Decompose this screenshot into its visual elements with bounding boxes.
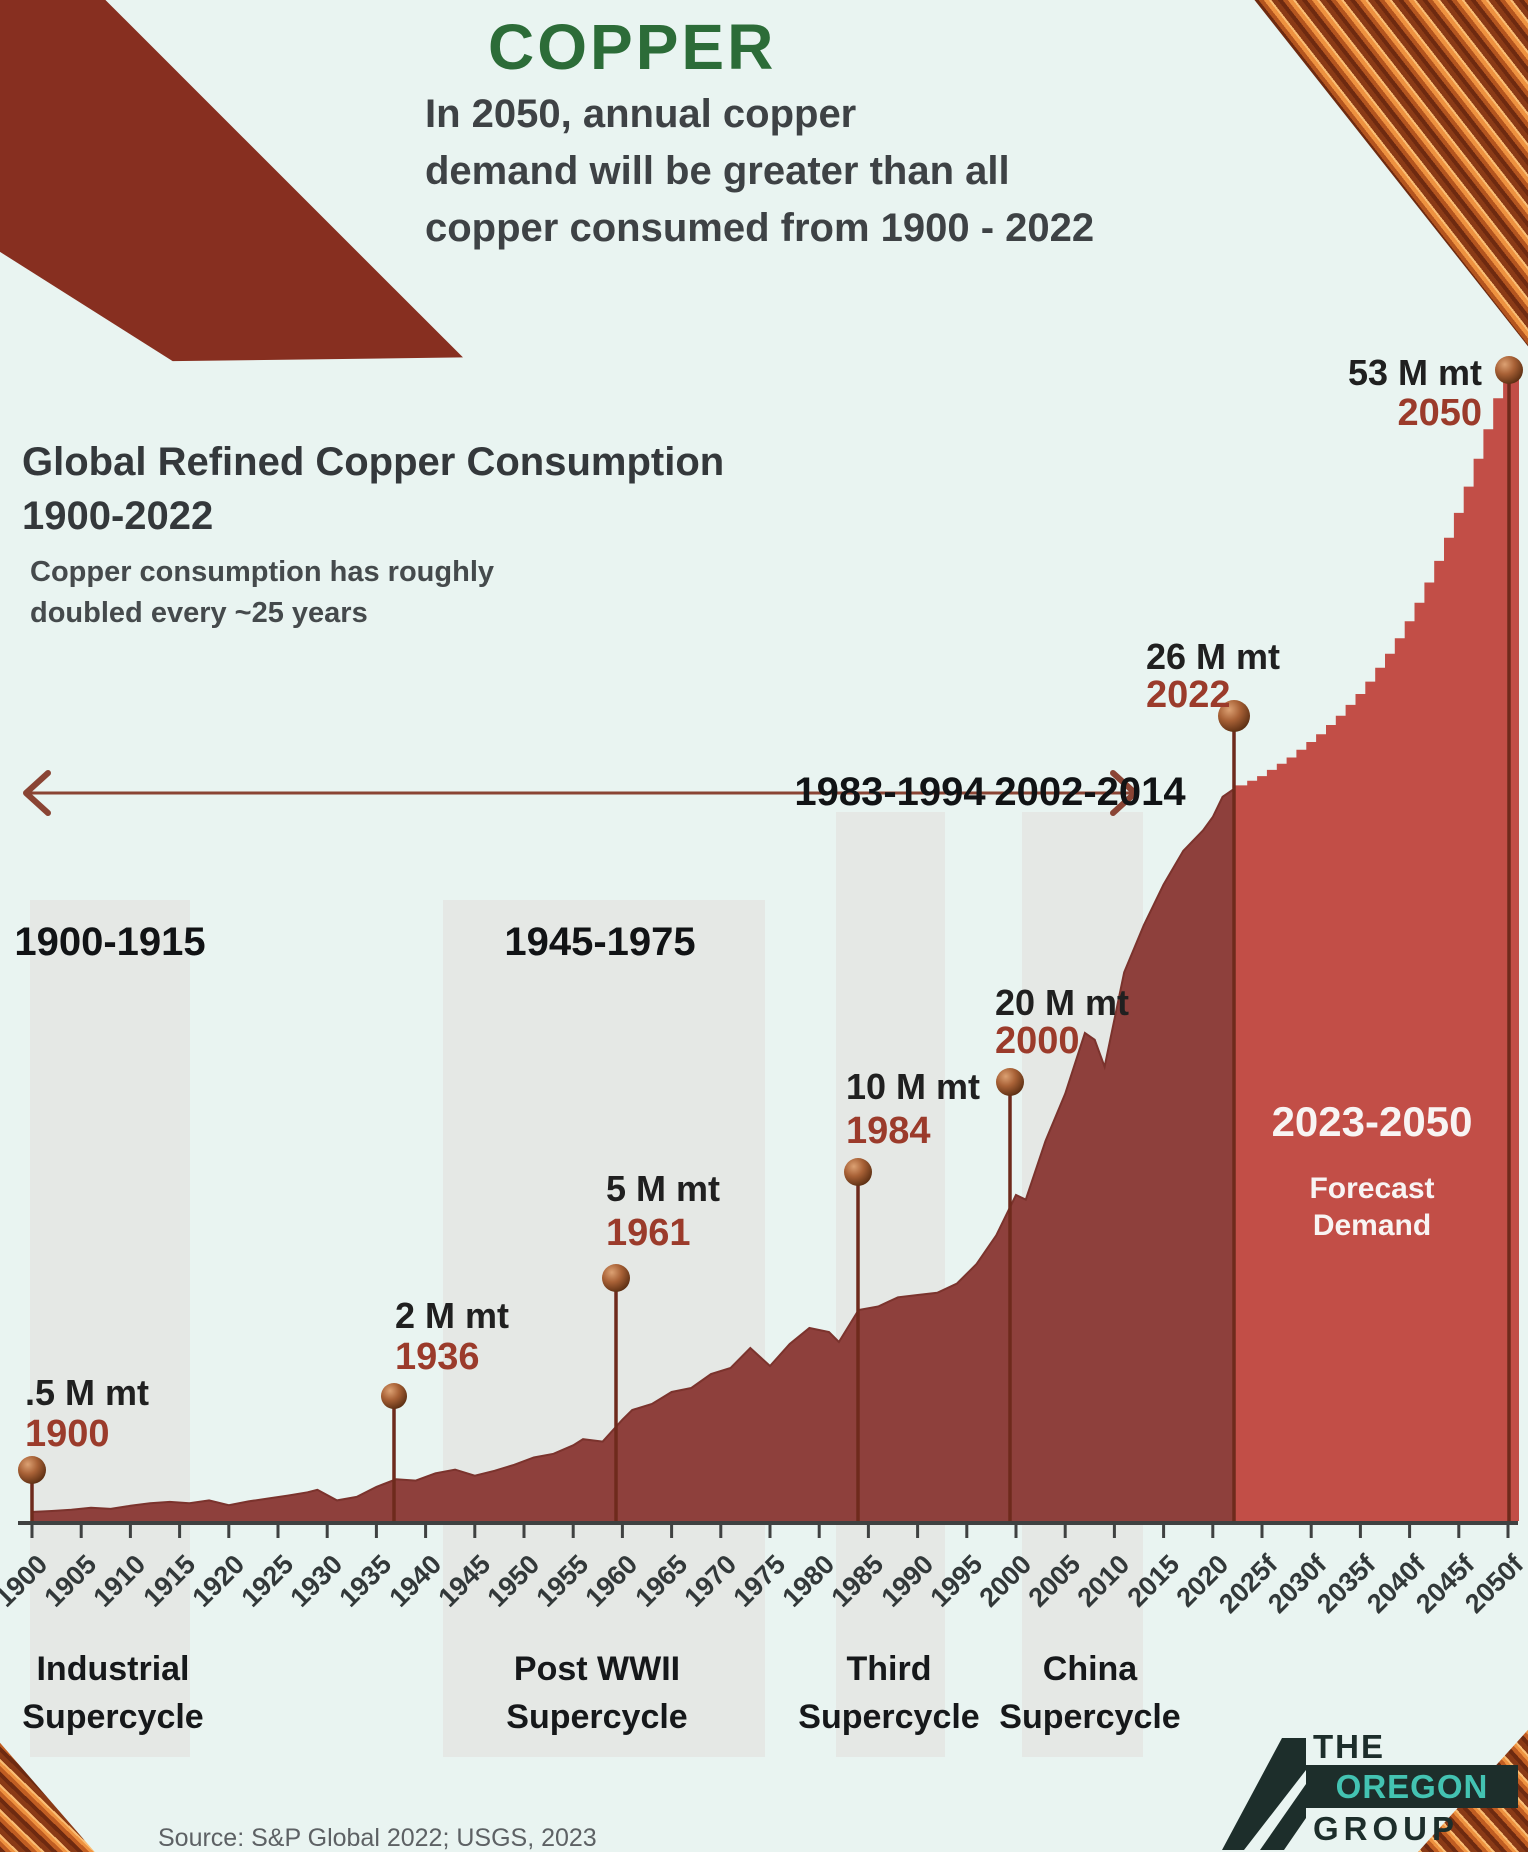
pin-marker (844, 1158, 872, 1186)
supercycle-band (30, 900, 190, 1757)
pin-marker (1495, 356, 1523, 384)
chart-title-line1: Global Refined Copper Consumption (22, 440, 725, 484)
subtitle-line: copper consumed from 1900 - 2022 (425, 206, 1095, 250)
arrowhead-right (1110, 770, 1138, 816)
forecast-demand-line1: Forecast (1309, 1172, 1435, 1205)
supercycle-name-line: Post WWII (513, 1650, 681, 1688)
logo-text-the: THE (1313, 1728, 1385, 1765)
callout-value-label: 5 M mt (606, 1168, 721, 1209)
pin-marker (18, 1456, 46, 1484)
callout-value-label: 20 M mt (995, 982, 1130, 1023)
callout-year-label: 1961 (606, 1212, 691, 1254)
forecast-area (1235, 375, 1519, 1522)
subtitle-line: demand will be greater than all (425, 149, 1010, 193)
callout-value-label: 2 M mt (395, 1295, 510, 1336)
supercycle-name-line: Supercycle (798, 1698, 980, 1736)
pin-marker (381, 1383, 407, 1409)
arrowhead-left (23, 770, 51, 816)
subtitle-line: In 2050, annual copper (425, 92, 857, 136)
pin-marker (996, 1068, 1024, 1096)
page-title: COPPER (488, 11, 777, 83)
supercycle-band (443, 900, 765, 1757)
callout-value-label: 53 M mt (1347, 352, 1482, 393)
supercycle-name-line: Supercycle (999, 1698, 1181, 1736)
supercycle-range-label: 1900-1915 (14, 920, 206, 964)
supercycle-name-line: Third (846, 1650, 932, 1688)
supercycle-range-label: 2002-2014 (994, 770, 1186, 814)
logo-text-oregon: OREGON (1335, 1768, 1489, 1805)
callout-year-label: 1936 (395, 1336, 480, 1378)
pin-marker (1218, 700, 1250, 732)
logo-arrow-icon (1222, 1738, 1306, 1850)
supercycle-range-label: 1945-1975 (504, 920, 696, 964)
oregon-group-logo: THE OREGON GROUP (1222, 1722, 1528, 1852)
callout-value-label: .5 M mt (25, 1372, 150, 1413)
logo-text-oregon-box: OREGON (1306, 1765, 1518, 1808)
supercycle-range-label: 1983-1994 (794, 770, 986, 814)
callout-value-label: 26 M mt (1146, 636, 1281, 677)
chart-note-line1: Copper consumption has roughly (30, 556, 495, 588)
forecast-demand-line2: Demand (1312, 1209, 1432, 1242)
supercycle-name-line: Supercycle (506, 1698, 688, 1736)
supercycle-name-line: Industrial (36, 1650, 190, 1688)
chart-note-line2: doubled every ~25 years (30, 597, 368, 629)
callout-year-label: 1900 (25, 1413, 110, 1455)
logo-text-group: GROUP (1313, 1810, 1460, 1847)
callout-value-label: 10 M mt (846, 1066, 981, 1107)
supercycle-name-line: China (1042, 1650, 1138, 1688)
callout-year-label: 2000 (995, 1020, 1080, 1062)
callout-year-label: 1984 (846, 1110, 931, 1152)
chart-title-line2: 1900-2022 (22, 494, 214, 538)
historical-area (31, 789, 1237, 1524)
pin-marker (602, 1264, 630, 1292)
callout-year-label: 2050 (1397, 392, 1482, 434)
callout-year-label: 2022 (1146, 674, 1231, 716)
supercycle-band (836, 812, 945, 1757)
forecast-range-label: 2023-2050 (1271, 1098, 1473, 1145)
source-citation: Source: S&P Global 2022; USGS, 2023 (158, 1824, 597, 1852)
supercycle-name-line: Supercycle (22, 1698, 204, 1736)
